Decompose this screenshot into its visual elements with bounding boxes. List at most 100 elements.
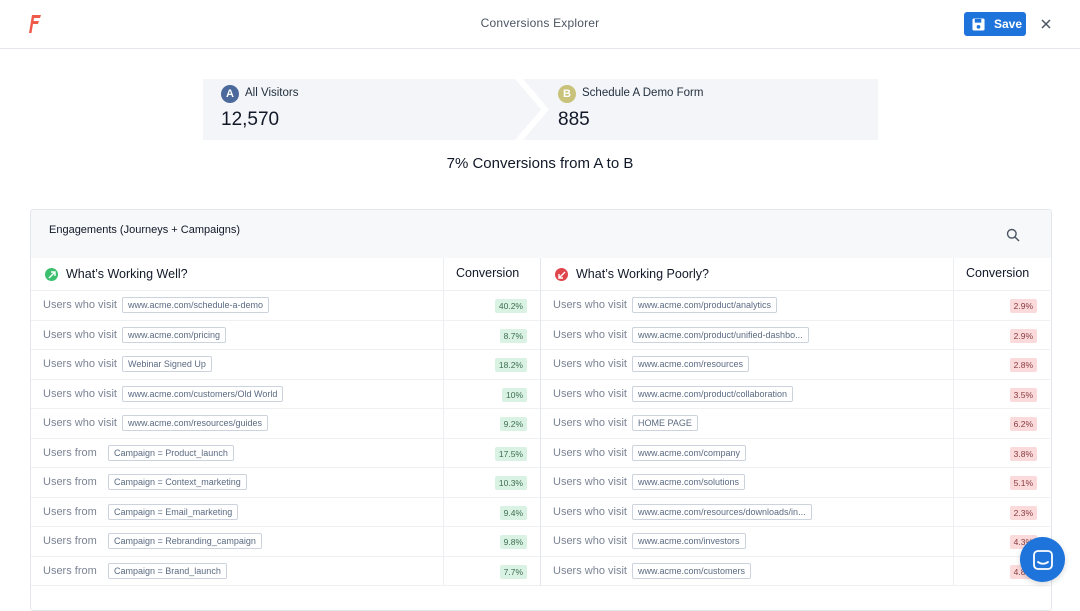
working-poorly-list: Users who visit www.acme.com/product/anal… — [541, 291, 1050, 586]
row-label: Users from — [43, 446, 97, 459]
row-label: Users from — [43, 564, 97, 577]
conversion-rate-badge: 8.7% — [499, 328, 527, 343]
working-poorly-title: What’s Working Poorly? — [576, 267, 709, 281]
filter-tag[interactable]: www.acme.com/customers/Old World — [122, 385, 284, 402]
save-button-label: Save — [994, 17, 1023, 31]
list-item[interactable]: Users who visit www.acme.com/pricing 8.7% — [31, 320, 541, 350]
filter-tag[interactable]: HOME PAGE — [632, 415, 698, 431]
filter-tag[interactable]: www.acme.com/resources — [632, 356, 750, 372]
conversion-rate-badge: 2.3% — [1009, 505, 1037, 520]
filter-tag[interactable]: www.acme.com/pricing — [122, 326, 227, 343]
conversion-column-header[interactable]: Conversion — [953, 258, 1050, 290]
filter-tag[interactable]: www.acme.com/resources/downloads/in... — [632, 503, 812, 520]
working-poorly-column: What’s Working Poorly? Conversion Users … — [541, 258, 1050, 586]
conversion-cell: 40.2% — [443, 291, 541, 320]
list-item[interactable]: Users who visit www.acme.com/resources/gu… — [31, 409, 540, 439]
panel-title: Engagements (Journeys + Campaigns) — [49, 224, 241, 236]
list-item[interactable]: Users who visit www.acme.com/schedule-a-d… — [31, 291, 540, 321]
filter-tag[interactable]: www.acme.com/product/analytics — [632, 297, 778, 313]
save-button[interactable]: Save — [964, 12, 1026, 36]
conversion-rate-badge: 18.2% — [494, 358, 527, 372]
filter-tag[interactable]: www.acme.com/solutions — [632, 474, 746, 490]
row-label: Users who visit — [43, 387, 117, 400]
chat-launcher-button[interactable] — [1020, 537, 1065, 582]
list-item[interactable]: Users who visit www.acme.com/product/anal… — [541, 291, 1050, 321]
conversion-rate-badge: 9.2% — [499, 417, 527, 431]
filter-tag[interactable]: www.acme.com/schedule-a-demo — [122, 297, 270, 313]
conversion-cell: 18.2% — [443, 350, 541, 379]
filter-tag[interactable]: Campaign = Product_launch — [108, 444, 234, 461]
conversion-cell: 2.9% — [953, 320, 1051, 350]
list-item[interactable]: Users from Campaign = Context_marketing 10… — [31, 468, 540, 498]
engagements-panel: Engagements (Journeys + Campaigns) What’… — [30, 209, 1052, 611]
conversion-rate-badge: 3.8% — [1009, 446, 1037, 461]
row-label: Users who visit — [553, 387, 627, 400]
filter-tag[interactable]: www.acme.com/product/collaboration — [632, 385, 794, 402]
funnel-step-b[interactable]: B Schedule A Demo Form 885 — [533, 79, 878, 140]
conversion-rate-badge: 2.9% — [1009, 299, 1037, 313]
conversion-cell: 3.8% — [953, 438, 1051, 468]
step-b-value: 885 — [558, 109, 590, 130]
step-a-badge: A — [221, 85, 239, 103]
filter-tag[interactable]: Webinar Signed Up — [122, 356, 212, 372]
list-item[interactable]: Users who visit www.acme.com/resources/do… — [541, 497, 1051, 527]
row-label: Users who visit — [553, 417, 627, 429]
list-item[interactable]: Users who visit www.acme.com/resources 2.8… — [541, 350, 1050, 380]
row-label: Users from — [43, 505, 97, 518]
list-item[interactable]: Users who visit www.acme.com/product/coll… — [541, 379, 1050, 409]
conversion-rate-badge: 2.9% — [1009, 328, 1037, 343]
row-label: Users who visit — [553, 535, 627, 547]
save-icon — [972, 17, 985, 31]
list-item[interactable]: Users from Campaign = Product_launch 17.5% — [31, 438, 540, 468]
list-item[interactable]: Users who visit www.acme.com/customers/Ol… — [31, 379, 541, 409]
conversion-cell: 2.8% — [953, 350, 1051, 379]
row-label: Users from — [43, 476, 97, 488]
conversion-cell: 6.2% — [953, 409, 1051, 438]
list-item[interactable]: Users who visit www.acme.com/product/unif… — [541, 320, 1051, 350]
list-item[interactable]: Users who visit www.acme.com/company 3.8% — [541, 438, 1051, 468]
step-b-label: Schedule A Demo Form — [582, 87, 704, 99]
row-label: Users who visit — [553, 476, 627, 488]
step-a-label: All Visitors — [245, 87, 299, 99]
top-bar: Conversions Explorer Save — [0, 0, 1080, 49]
filter-tag[interactable]: Campaign = Rebranding_campaign — [108, 533, 262, 549]
trend-up-icon — [45, 268, 58, 281]
filter-tag[interactable]: Campaign = Brand_launch — [108, 562, 227, 579]
conversion-rate-badge: 2.8% — [1009, 358, 1037, 372]
filter-tag[interactable]: Campaign = Context_marketing — [108, 474, 247, 490]
filter-tag[interactable]: www.acme.com/investors — [632, 533, 746, 549]
list-item[interactable]: Users who visit Webinar Signed Up 18.2% — [31, 350, 540, 380]
page-title: Conversions Explorer — [480, 16, 600, 30]
conversion-cell: 2.3% — [953, 497, 1051, 527]
close-button[interactable] — [1038, 16, 1054, 32]
row-label: Users from — [43, 535, 97, 547]
filter-tag[interactable]: www.acme.com/customers — [632, 562, 752, 579]
list-item[interactable]: Users from Campaign = Email_marketing 9.4% — [31, 497, 540, 527]
working-well-list: Users who visit www.acme.com/schedule-a-d… — [31, 291, 540, 586]
conversion-cell: 9.2% — [443, 409, 541, 438]
conversion-cell: 10.3% — [443, 468, 541, 497]
list-item[interactable]: Users from Campaign = Brand_launch 7.7% — [31, 556, 540, 586]
working-well-header: What’s Working Well? Conversion — [31, 258, 540, 291]
row-label: Users who visit — [553, 446, 627, 459]
filter-tag[interactable]: Campaign = Email_marketing — [108, 503, 239, 520]
list-item[interactable]: Users who visit www.acme.com/investors 4.3… — [541, 527, 1050, 557]
conversion-cell: 10% — [443, 379, 541, 409]
conversion-column-header[interactable]: Conversion — [443, 258, 540, 290]
filter-tag[interactable]: www.acme.com/product/unified-dashbo... — [632, 326, 809, 343]
conversion-rate-badge: 9.4% — [499, 505, 527, 520]
row-label: Users who visit — [43, 299, 117, 311]
search-icon[interactable] — [1006, 228, 1020, 242]
funnel-step-a[interactable]: A All Visitors 12,570 — [203, 79, 540, 140]
panel-header: Engagements (Journeys + Campaigns) — [31, 210, 1051, 258]
filter-tag[interactable]: www.acme.com/resources/guides — [122, 415, 269, 431]
list-item[interactable]: Users from Campaign = Rebranding_campaign… — [31, 527, 540, 557]
row-label: Users who visit — [553, 328, 627, 341]
list-item[interactable]: Users who visit www.acme.com/solutions 5.1… — [541, 468, 1050, 498]
conversion-cell: 8.7% — [443, 320, 541, 350]
conversion-cell: 2.9% — [953, 291, 1051, 320]
filter-tag[interactable]: www.acme.com/company — [632, 444, 747, 461]
list-item[interactable]: Users who visit HOME PAGE 6.2% — [541, 409, 1050, 439]
logo-icon — [29, 15, 41, 33]
list-item[interactable]: Users who visitwww.acme.com/customers4.8… — [541, 556, 1050, 586]
